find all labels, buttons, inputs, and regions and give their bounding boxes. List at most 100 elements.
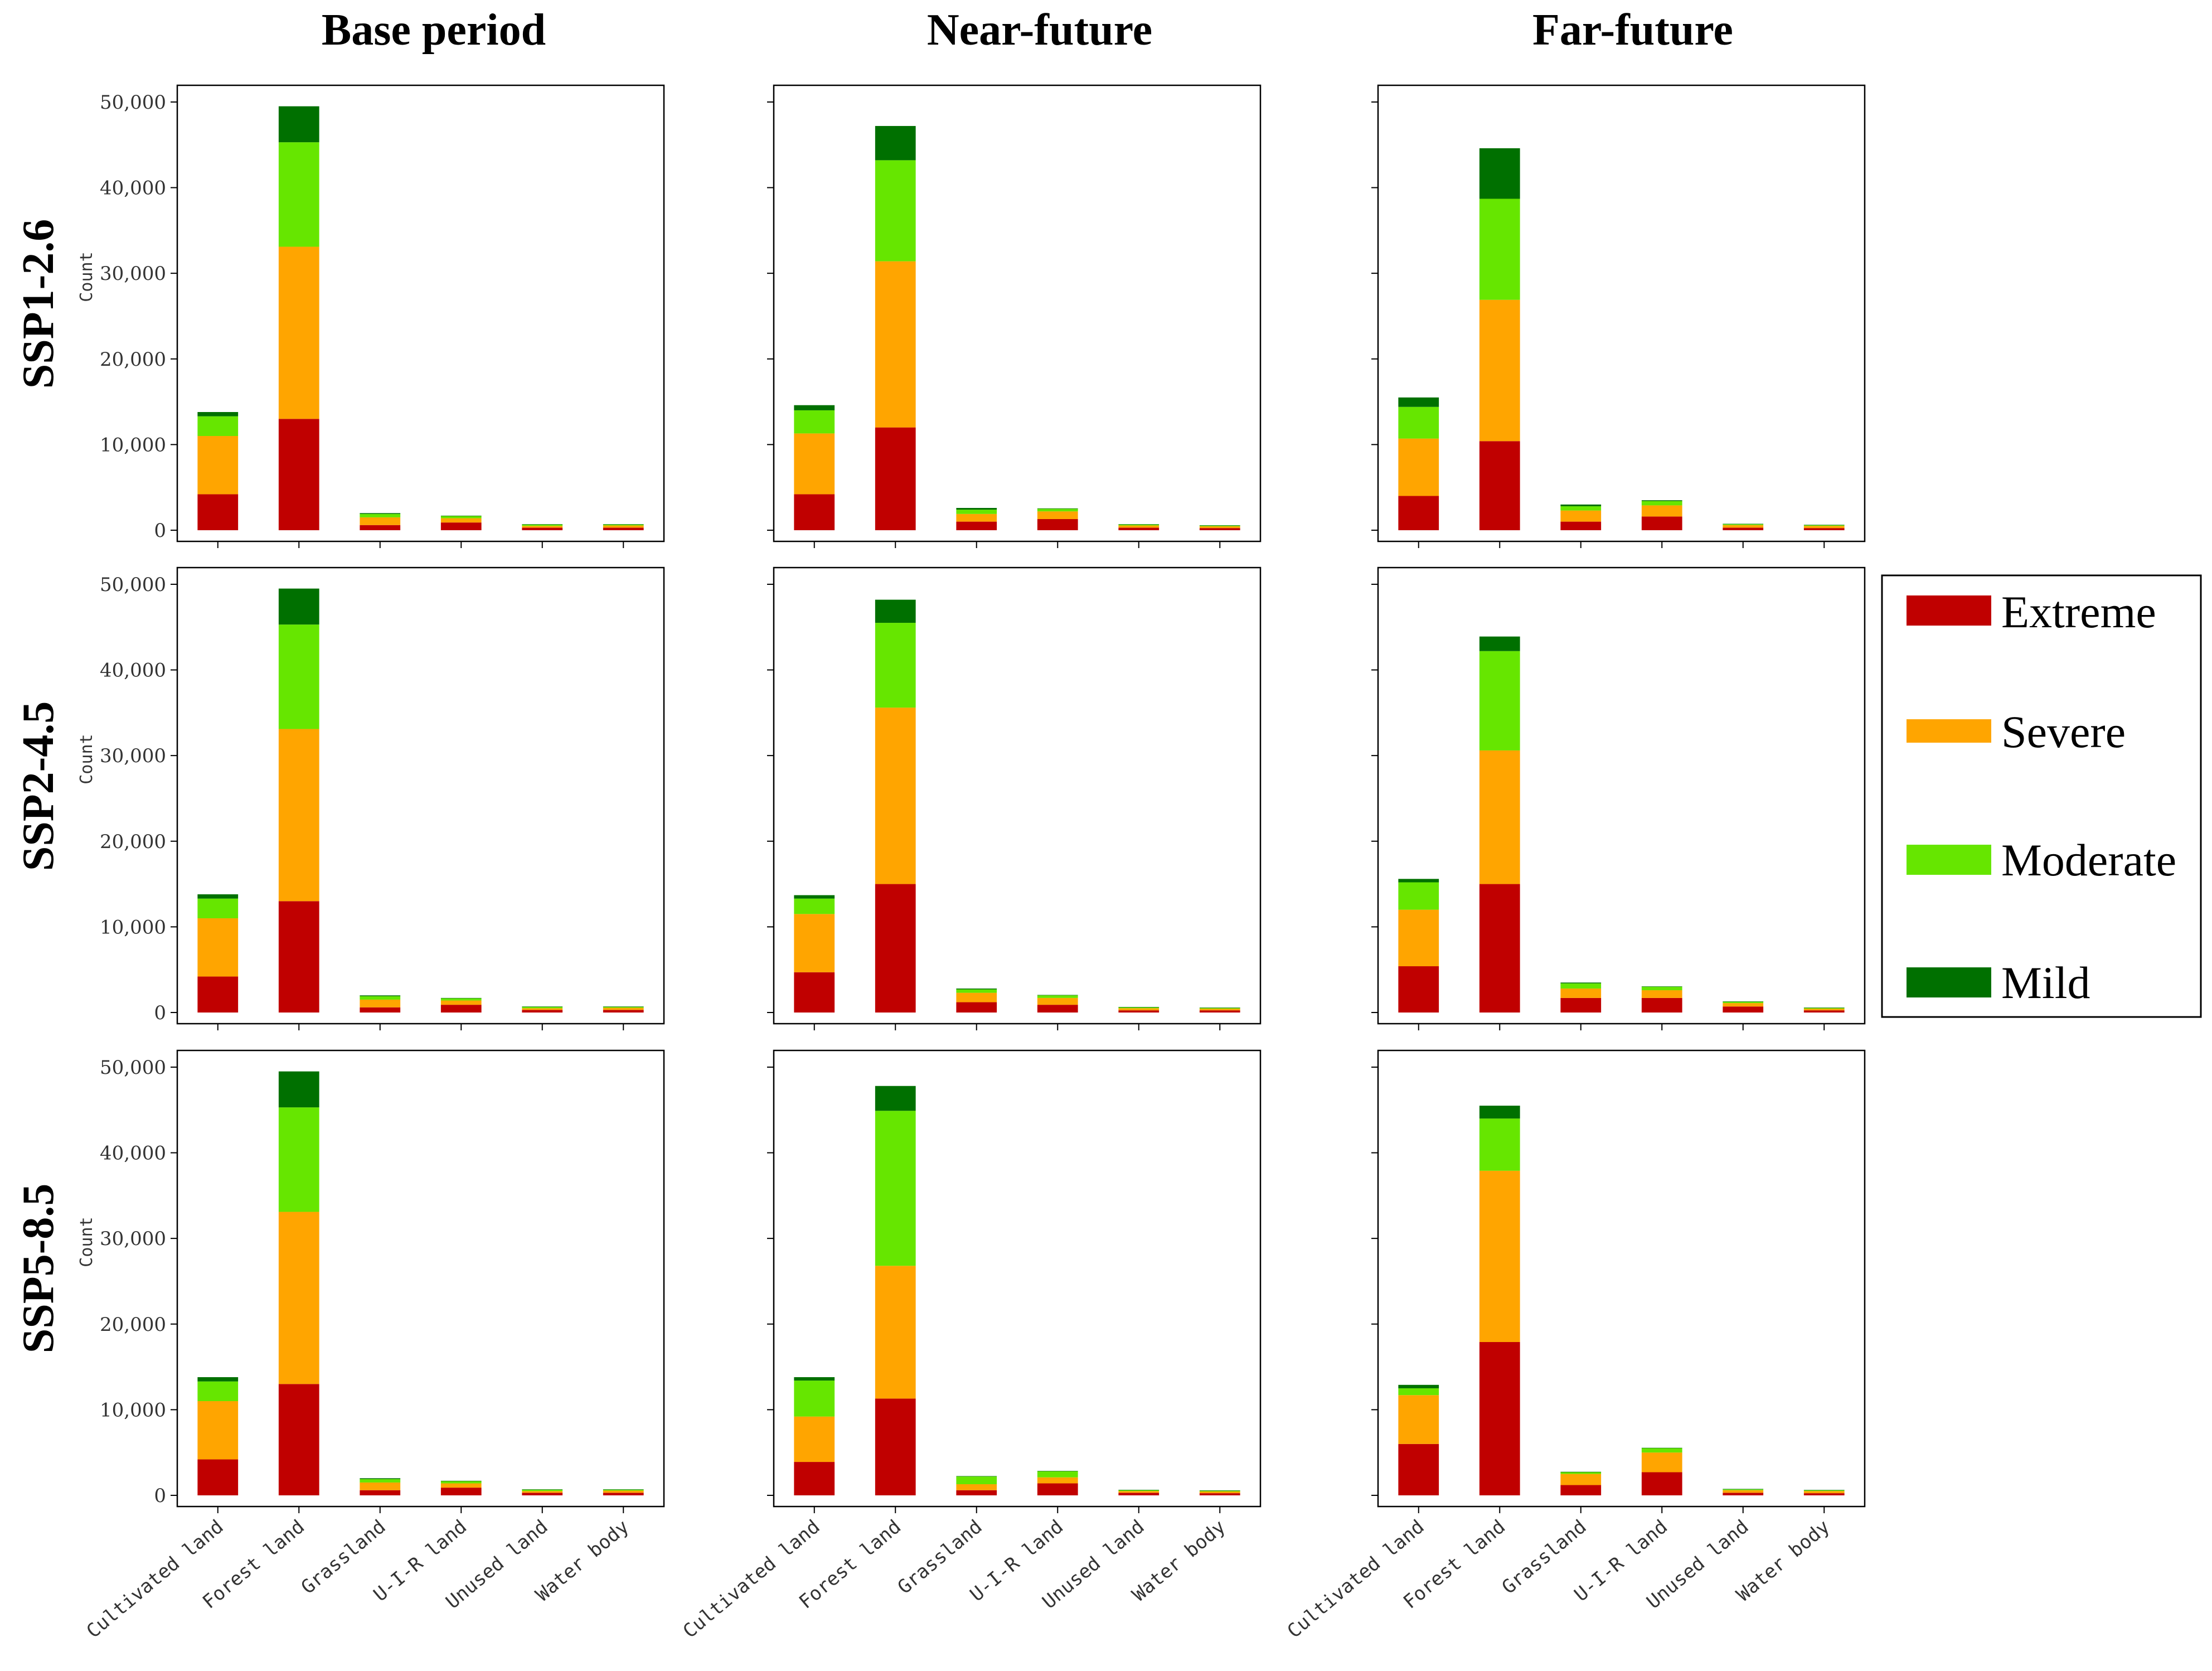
bar-u-i-r-land-mild bbox=[1037, 508, 1078, 509]
bar-cultivated-land-extreme bbox=[197, 976, 239, 1013]
bar-cultivated-land-mild bbox=[794, 895, 835, 899]
bar-cultivated-land-severe bbox=[794, 1416, 835, 1462]
bar-cultivated-land-severe bbox=[197, 1401, 239, 1460]
panel-ssp2-4-5-base-period: 0 10,000 20,000 30,000 40,000 50,000 Count bbox=[77, 566, 665, 1030]
y-tick-label: 40,000 bbox=[100, 177, 166, 200]
y-tick-label: 40,000 bbox=[100, 1142, 166, 1165]
bar-unused-land-extreme bbox=[522, 1493, 563, 1495]
panel-ssp2-4-5-near-future bbox=[767, 566, 1262, 1030]
bar-forest-land-mild bbox=[875, 125, 916, 161]
bar-grassland-severe bbox=[1560, 988, 1602, 998]
y-axis-label: Count bbox=[77, 251, 96, 302]
bar-u-i-r-land-moderate bbox=[1641, 986, 1682, 991]
bar-water-body-severe bbox=[1803, 1009, 1845, 1011]
bar-unused-land-extreme bbox=[1723, 527, 1764, 530]
bar-cultivated-land-severe bbox=[1398, 438, 1439, 496]
bar-u-i-r-land-moderate bbox=[1037, 1471, 1078, 1478]
bar-cultivated-land-extreme bbox=[197, 1459, 239, 1495]
bar-cultivated-land-mild bbox=[197, 411, 239, 416]
bar-water-body-mild bbox=[1199, 1490, 1240, 1491]
bar-grassland-moderate bbox=[1560, 983, 1602, 989]
bar-grassland-severe bbox=[956, 514, 997, 522]
bar-u-i-r-land-extreme bbox=[440, 522, 482, 530]
bar-forest-land-mild bbox=[875, 1086, 916, 1111]
bar-u-i-r-land-severe bbox=[1641, 505, 1682, 517]
bar-forest-land-extreme bbox=[875, 427, 916, 530]
bar-u-i-r-land-severe bbox=[440, 518, 482, 523]
bar-water-body-mild bbox=[603, 1489, 644, 1490]
y-tick-label: 30,000 bbox=[100, 263, 166, 285]
bar-water-body-extreme bbox=[1803, 1010, 1845, 1013]
legend-label-mild: Mild bbox=[2001, 957, 2090, 1008]
bar-u-i-r-land-mild bbox=[1641, 986, 1682, 987]
y-tick-label: 30,000 bbox=[100, 1228, 166, 1250]
bar-water-body-mild bbox=[603, 1006, 644, 1007]
bar-grassland-mild bbox=[956, 508, 997, 510]
bar-unused-land-severe bbox=[522, 1491, 563, 1493]
bar-u-i-r-land-extreme bbox=[440, 1488, 482, 1495]
bar-grassland-severe bbox=[360, 517, 401, 525]
plot-frame bbox=[1377, 1049, 1866, 1508]
y-tick-label: 10,000 bbox=[100, 916, 166, 938]
bar-unused-land-mild bbox=[522, 524, 563, 525]
bar-u-i-r-land-moderate bbox=[440, 1481, 482, 1484]
bar-grassland-extreme bbox=[1560, 997, 1602, 1013]
row-title-ssp5-8-5: SSP5-8.5 bbox=[14, 1184, 63, 1354]
bar-u-i-r-land-mild bbox=[440, 997, 482, 999]
bar-forest-land-moderate bbox=[875, 160, 916, 261]
bar-u-i-r-land-severe bbox=[1037, 1477, 1078, 1484]
bar-unused-land-mild bbox=[1118, 1006, 1160, 1008]
bar-forest-land-moderate bbox=[875, 623, 916, 708]
bar-water-body-moderate bbox=[1803, 1490, 1845, 1491]
bar-forest-land-extreme bbox=[1479, 884, 1520, 1013]
bar-grassland-moderate bbox=[360, 1479, 401, 1483]
bar-water-body-severe bbox=[1199, 1491, 1240, 1494]
bar-cultivated-land-severe bbox=[794, 914, 835, 972]
y-tick-label: 0 bbox=[154, 1485, 166, 1507]
bar-forest-land-moderate bbox=[1479, 1118, 1520, 1171]
bar-cultivated-land-severe bbox=[1398, 1395, 1439, 1444]
bar-cultivated-land-moderate bbox=[197, 416, 239, 436]
bar-unused-land-extreme bbox=[1723, 1493, 1764, 1495]
panel-ssp5-8-5-base-period: 0 10,000 20,000 30,000 40,000 50,000 Count Cult… bbox=[77, 1049, 665, 1643]
bar-unused-land-severe bbox=[522, 526, 563, 528]
x-tick-label: Cultivated land bbox=[679, 1515, 824, 1643]
bar-forest-land-extreme bbox=[278, 1384, 319, 1495]
bar-forest-land-extreme bbox=[875, 1398, 916, 1495]
bar-water-body-severe bbox=[603, 1008, 644, 1010]
bar-grassland-extreme bbox=[1560, 521, 1602, 530]
bar-unused-land-mild bbox=[522, 1489, 563, 1490]
bar-forest-land-mild bbox=[278, 106, 319, 143]
bar-forest-land-mild bbox=[278, 588, 319, 625]
bar-forest-land-severe bbox=[278, 729, 319, 902]
bar-water-body-extreme bbox=[603, 527, 644, 530]
bar-unused-land-mild bbox=[1723, 1001, 1764, 1002]
bar-water-body-severe bbox=[1803, 1491, 1845, 1494]
bar-grassland-mild bbox=[360, 1478, 401, 1479]
bar-cultivated-land-moderate bbox=[794, 898, 835, 914]
bar-unused-land-severe bbox=[1118, 1491, 1160, 1493]
y-tick-label: 30,000 bbox=[100, 745, 166, 767]
bar-u-i-r-land-mild bbox=[1641, 1447, 1682, 1449]
bar-u-i-r-land-extreme bbox=[1641, 997, 1682, 1013]
bar-cultivated-land-moderate bbox=[197, 1381, 239, 1401]
bar-grassland-moderate bbox=[956, 1476, 997, 1484]
bar-u-i-r-land-moderate bbox=[1641, 501, 1682, 506]
plot-frame bbox=[773, 1049, 1262, 1508]
bar-water-body-extreme bbox=[603, 1010, 644, 1013]
bar-grassland-mild bbox=[956, 988, 997, 990]
bar-unused-land-moderate bbox=[522, 524, 563, 526]
y-axis-label: Count bbox=[77, 734, 96, 784]
bar-grassland-mild bbox=[1560, 1471, 1602, 1473]
bar-unused-land-mild bbox=[1118, 524, 1160, 525]
bar-cultivated-land-severe bbox=[197, 918, 239, 977]
bar-grassland-moderate bbox=[956, 510, 997, 514]
bar-unused-land-extreme bbox=[1118, 1010, 1160, 1013]
legend-swatch-severe bbox=[1907, 719, 1991, 743]
bar-grassland-moderate bbox=[360, 996, 401, 1000]
bar-u-i-r-land-extreme bbox=[1037, 1005, 1078, 1013]
bar-unused-land-severe bbox=[1723, 1490, 1764, 1493]
y-axis-label: Count bbox=[77, 1217, 96, 1267]
bar-grassland-severe bbox=[1560, 510, 1602, 522]
